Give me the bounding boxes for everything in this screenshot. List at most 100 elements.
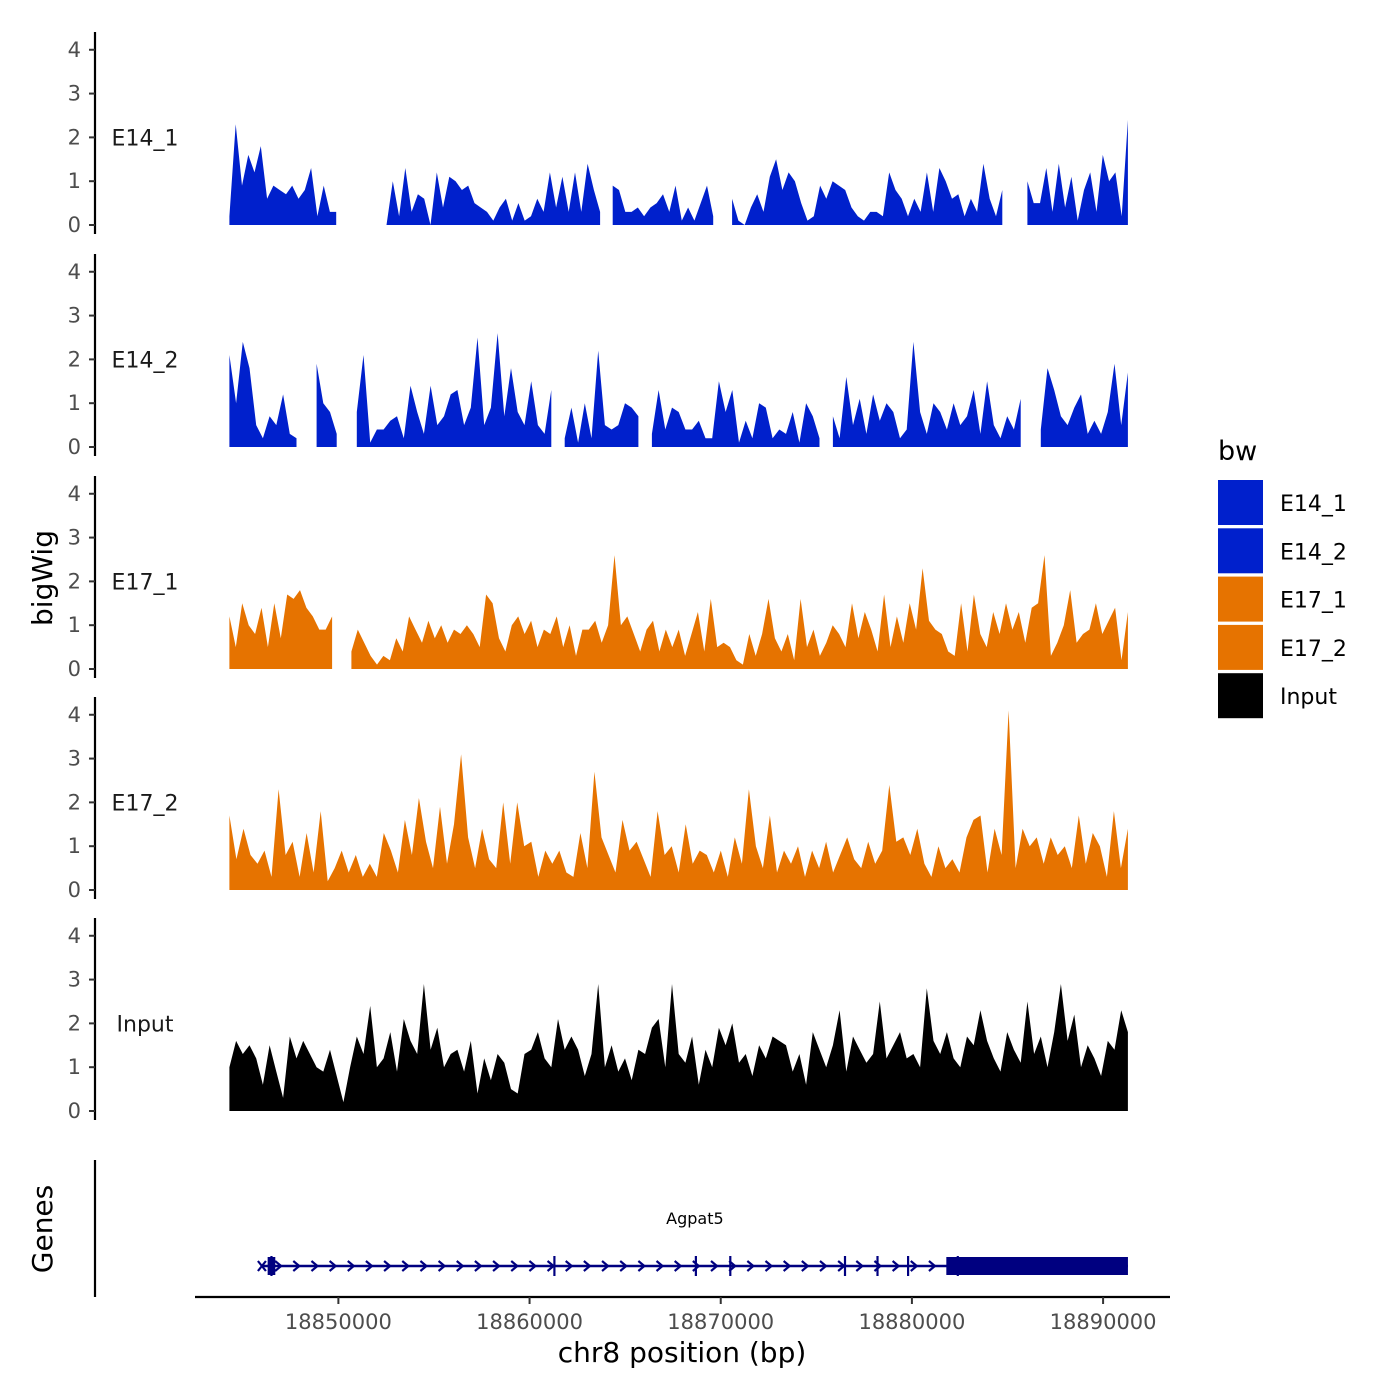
strand-arrow	[328, 1260, 338, 1272]
y-tick-label: 3	[68, 747, 81, 771]
coverage-area-E14_1	[1027, 119, 1128, 225]
coverage-area-E17_2	[229, 710, 1128, 890]
strand-arrow	[528, 1260, 538, 1272]
y-tick-label: 4	[68, 482, 81, 506]
y-tick-label: 1	[68, 613, 81, 637]
legend-key	[1218, 576, 1263, 622]
y-tick-label: 2	[68, 347, 81, 371]
y-tick-label: 1	[68, 1055, 81, 1079]
y-tick-label: 0	[68, 435, 81, 459]
strand-arrow	[655, 1260, 665, 1272]
genes-panel-title: Genes	[26, 1185, 59, 1273]
strand-arrow	[474, 1260, 483, 1272]
y-tick-label: 3	[68, 304, 81, 328]
coverage-area-E14_2	[1040, 363, 1128, 447]
strand-arrow	[764, 1260, 774, 1272]
legend-item: E14_2	[1218, 528, 1347, 574]
coverage-area-E14_1	[367, 163, 601, 225]
coverage-area-E14_2	[229, 341, 297, 447]
strand-arrow	[710, 1260, 719, 1272]
y-tick-label: 3	[68, 526, 81, 550]
gene-start-marker	[257, 1260, 267, 1272]
y-tick-label: 0	[68, 878, 81, 902]
strand-arrow	[619, 1260, 628, 1272]
strand-arrow	[673, 1260, 683, 1272]
coverage-area-E14_2	[564, 350, 639, 447]
y-axis-title: bigWig	[26, 530, 59, 626]
y-tick-label: 2	[68, 125, 81, 149]
legend-label: E17_1	[1280, 589, 1347, 614]
strand-arrow	[601, 1260, 610, 1272]
gene-last-exon	[946, 1257, 1128, 1275]
x-tick-label: 18860000	[476, 1310, 583, 1334]
y-tick-label: 2	[68, 1011, 81, 1035]
y-tick-label: 0	[68, 1099, 81, 1123]
gene-panel: Agpat5	[93, 1160, 1128, 1297]
track-label: E17_1	[112, 570, 179, 595]
x-tick-label: 18880000	[858, 1310, 965, 1334]
strand-arrow	[819, 1260, 828, 1272]
strand-arrow	[437, 1260, 447, 1272]
coverage-area-E14_1	[612, 185, 714, 225]
strand-arrow	[383, 1260, 392, 1272]
strand-arrow	[910, 1260, 919, 1272]
y-tick-label: 1	[68, 169, 81, 193]
y-tick-label: 2	[68, 790, 81, 814]
x-axis: 18850000 18860000 18870000 18880000 18890000	[195, 1295, 1170, 1334]
strand-arrow	[801, 1260, 810, 1272]
legend-title: bw	[1218, 436, 1257, 467]
track-E17_1: 0 1 2 3 4 E17_1	[68, 476, 1128, 681]
strand-arrow	[292, 1260, 301, 1272]
x-tick-label: 18870000	[667, 1310, 774, 1334]
y-tick-label: 4	[68, 703, 81, 727]
legend-label: E14_2	[1280, 540, 1347, 565]
legend-key	[1218, 528, 1263, 574]
strand-arrow	[855, 1260, 865, 1272]
y-tick-label: 2	[68, 569, 81, 593]
track-E14_1: 0 1 2 3 4 E14_1	[68, 32, 1128, 237]
legend-item: E14_1	[1218, 480, 1347, 525]
coverage-area-Input	[229, 984, 1128, 1111]
strand-arrow	[583, 1260, 592, 1272]
legend-item: Input	[1218, 673, 1337, 719]
y-tick-label: 1	[68, 834, 81, 858]
strand-arrow	[492, 1260, 501, 1272]
strand-arrow	[782, 1260, 792, 1272]
strand-arrow	[456, 1260, 465, 1272]
strand-arrow	[746, 1260, 756, 1272]
legend-label: Input	[1280, 685, 1337, 710]
coverage-area-E14_2	[356, 333, 552, 447]
legend-item: E17_1	[1218, 576, 1347, 622]
y-tick-label: 4	[68, 924, 81, 948]
strand-arrow	[637, 1260, 647, 1272]
legend-key	[1218, 480, 1263, 525]
y-tick-label: 4	[68, 260, 81, 284]
track-Input: 0 1 2 3 4 Input	[68, 918, 1128, 1123]
legend-item: E17_2	[1218, 624, 1347, 670]
legend-label: E17_2	[1280, 637, 1347, 662]
strand-arrow	[347, 1260, 356, 1272]
x-axis-title: chr8 position (bp)	[558, 1336, 807, 1369]
x-tick-label: 18890000	[1050, 1310, 1157, 1334]
legend-label: E14_1	[1280, 492, 1347, 517]
strand-arrow	[274, 1260, 283, 1272]
strand-arrow	[365, 1260, 374, 1272]
y-tick-label: 4	[68, 38, 81, 62]
strand-arrow	[401, 1260, 410, 1272]
strand-arrow	[928, 1260, 937, 1272]
coverage-area-E17_1	[229, 590, 333, 669]
y-tick-label: 0	[68, 657, 81, 681]
coverage-area-E14_2	[832, 341, 1021, 447]
coverage-area-E14_1	[229, 124, 337, 225]
track-label: E14_2	[112, 348, 179, 373]
legend-key	[1218, 673, 1263, 719]
track-label: E17_2	[112, 791, 179, 816]
y-tick-label: 3	[68, 82, 81, 106]
strand-arrow	[565, 1260, 574, 1272]
x-tick-label: 18850000	[285, 1310, 392, 1334]
track-label: E14_1	[112, 126, 179, 151]
y-tick-label: 3	[68, 968, 81, 992]
gene-first-exon	[267, 1257, 276, 1275]
track-label: Input	[117, 1012, 174, 1037]
